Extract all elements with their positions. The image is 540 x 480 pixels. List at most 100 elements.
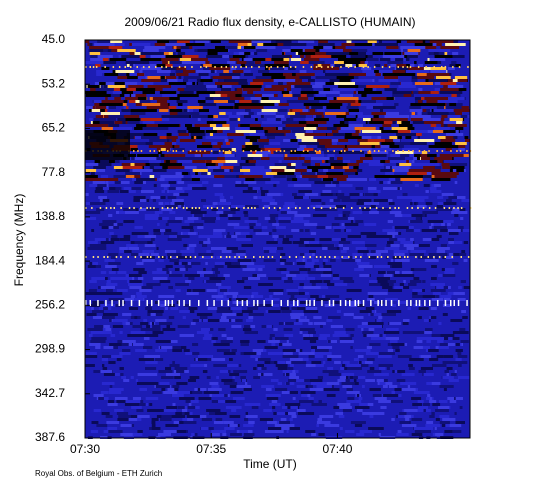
- texture-cell: [364, 139, 389, 142]
- texture-cell: [271, 94, 278, 97]
- texture-cell: [235, 169, 259, 172]
- texture-cell: [289, 376, 299, 379]
- texture-cell: [202, 154, 225, 157]
- texture-cell: [184, 418, 194, 421]
- texture-cell: [359, 430, 372, 433]
- texture-cell: [374, 175, 398, 178]
- texture-cell: [303, 103, 320, 106]
- texture-cell: [169, 61, 188, 64]
- texture-cell: [299, 328, 315, 331]
- texture-cell: [140, 199, 147, 202]
- texture-cell: [263, 43, 278, 46]
- texture-line: [216, 207, 219, 209]
- texture-cell: [264, 148, 281, 151]
- texture-cell: [408, 226, 414, 229]
- texture-line: [334, 256, 336, 258]
- texture-cell: [390, 340, 398, 343]
- texture-line: [280, 256, 282, 258]
- texture-cell: [240, 340, 250, 343]
- texture-cell: [158, 124, 180, 127]
- texture-cell: [428, 166, 442, 169]
- texture-line: [263, 300, 265, 306]
- texture-cell: [432, 364, 447, 367]
- texture-line: [107, 256, 109, 258]
- texture-cell: [353, 379, 357, 382]
- texture-cell: [380, 283, 389, 286]
- texture-cell: [220, 286, 231, 289]
- texture-cell: [237, 280, 245, 283]
- texture-cell: [375, 73, 381, 76]
- texture-cell: [261, 193, 265, 196]
- texture-cell: [407, 307, 412, 310]
- texture-line: [266, 66, 268, 68]
- texture-cell: [317, 127, 327, 130]
- texture-line: [460, 256, 462, 258]
- texture-cell: [102, 367, 108, 370]
- texture-cell: [340, 367, 345, 370]
- texture-cell: [116, 358, 122, 361]
- texture-cell: [132, 169, 153, 172]
- texture-line: [429, 300, 431, 306]
- texture-cell: [187, 184, 203, 187]
- texture-cell: [346, 40, 352, 43]
- texture-cell: [122, 121, 126, 124]
- texture-cell: [285, 127, 304, 130]
- texture-cell: [315, 268, 332, 271]
- texture-cell: [108, 115, 124, 118]
- texture-line: [415, 300, 418, 306]
- texture-cell: [447, 292, 454, 295]
- texture-line: [302, 66, 305, 68]
- texture-cell: [242, 166, 263, 169]
- texture-cell: [299, 238, 315, 241]
- texture-cell: [191, 136, 203, 139]
- texture-cell: [436, 205, 443, 208]
- texture-cell: [311, 169, 319, 172]
- texture-cell: [389, 322, 402, 325]
- texture-cell: [181, 412, 185, 415]
- texture-cell: [357, 304, 365, 307]
- texture-cell: [243, 58, 253, 61]
- texture-cell: [384, 115, 400, 118]
- texture-cell: [127, 400, 141, 403]
- texture-cell: [232, 169, 240, 172]
- texture-line: [362, 300, 365, 306]
- texture-line: [231, 66, 234, 68]
- texture-cell: [458, 286, 462, 289]
- texture-cell: [386, 271, 395, 274]
- texture-cell: [296, 259, 307, 262]
- texture-cell: [136, 295, 147, 298]
- texture-cell: [292, 277, 306, 280]
- texture-cell: [218, 400, 232, 403]
- texture-cell: [449, 64, 456, 67]
- texture-cell: [192, 82, 196, 85]
- texture-cell: [191, 433, 197, 436]
- texture-cell: [135, 349, 147, 352]
- texture-cell: [352, 64, 356, 67]
- texture-cell: [327, 367, 334, 370]
- texture-cell: [109, 58, 127, 61]
- texture-cell: [286, 175, 296, 178]
- texture-cell: [392, 91, 412, 94]
- texture-cell: [273, 175, 298, 178]
- texture-cell: [120, 424, 135, 427]
- texture-cell: [195, 40, 207, 43]
- texture-cell: [346, 391, 360, 394]
- texture-cell: [96, 73, 102, 76]
- texture-cell: [309, 280, 323, 283]
- texture-cell: [256, 49, 268, 52]
- texture-cell: [237, 259, 252, 262]
- texture-cell: [422, 337, 428, 340]
- texture-line: [328, 300, 331, 306]
- texture-cell: [445, 43, 466, 46]
- texture-cell: [245, 178, 262, 181]
- texture-cell: [300, 109, 309, 112]
- texture-cell: [312, 193, 315, 196]
- texture-cell: [140, 328, 150, 331]
- texture-cell: [310, 232, 317, 235]
- texture-cell: [165, 160, 170, 163]
- texture-cell: [436, 76, 451, 79]
- texture-cell: [244, 220, 258, 223]
- texture-line: [373, 150, 376, 152]
- texture-cell: [138, 100, 151, 103]
- texture-cell: [312, 214, 327, 217]
